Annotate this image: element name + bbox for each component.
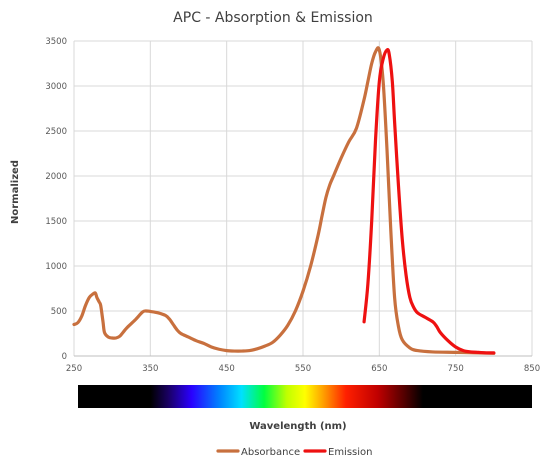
y-tick-label: 2000	[45, 172, 67, 182]
x-tick-label: 850	[524, 364, 540, 374]
legend-label: Emission	[328, 447, 373, 458]
y-axis-title: Normalized	[10, 160, 21, 224]
x-tick-label: 250	[66, 364, 82, 374]
y-tick-label: 1000	[45, 262, 67, 272]
x-axis-title: Wavelength (nm)	[249, 421, 346, 432]
chart-title: APC - Absorption & Emission	[173, 10, 373, 26]
series-line-absorbance	[72, 46, 496, 355]
x-tick-label: 450	[219, 364, 235, 374]
series	[72, 46, 496, 355]
x-tick-label: 650	[371, 364, 387, 374]
legend-label: Absorbance	[241, 447, 300, 458]
tick-labels: 250 350 450 550 650 750 850 0 500 1000 1500 2000 250…	[45, 37, 540, 374]
spectrum-bar	[78, 385, 532, 408]
y-tick-label: 3000	[45, 82, 67, 92]
y-tick-label: 500	[51, 307, 67, 317]
x-tick-label: 350	[142, 364, 158, 374]
legend: Absorbance Emission	[216, 447, 373, 458]
y-tick-label: 3500	[45, 37, 67, 47]
y-tick-label: 0	[62, 352, 67, 362]
series-line-emission	[362, 48, 496, 355]
x-tick-label: 750	[448, 364, 464, 374]
y-tick-label: 2500	[45, 127, 67, 137]
y-tick-label: 1500	[45, 217, 67, 227]
x-tick-label: 550	[295, 364, 311, 374]
